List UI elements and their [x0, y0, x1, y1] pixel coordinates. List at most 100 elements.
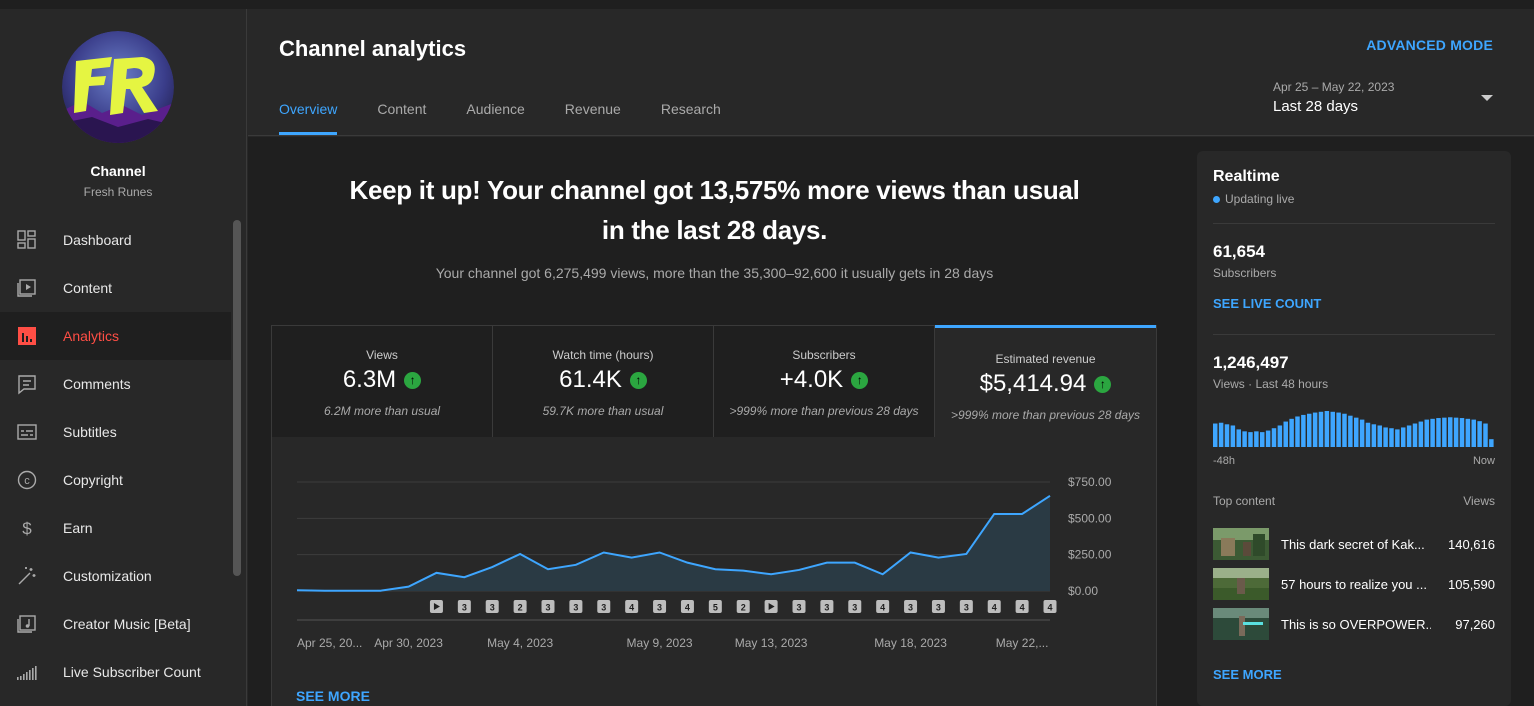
x-tick-label: May 22,...	[996, 636, 1049, 650]
sidebar-item-creator-music[interactable]: Creator Music [Beta]	[0, 600, 231, 648]
divider	[1213, 223, 1495, 224]
sidebar-item-label: Comments	[63, 376, 131, 392]
realtime-bar	[1219, 423, 1223, 447]
sidebar-item-comments[interactable]: Comments	[0, 360, 231, 408]
metric-note: 59.7K more than usual	[493, 404, 713, 418]
area-fill	[297, 496, 1050, 591]
date-range[interactable]: Apr 25 – May 22, 2023	[1273, 80, 1394, 94]
see-live-count-link[interactable]: SEE LIVE COUNT	[1213, 296, 1321, 311]
sidebar-item-label: Dashboard	[63, 232, 132, 248]
metric-views[interactable]: Views 6.3M ↑ 6.2M more than usual	[272, 326, 493, 437]
x-tick-label: Apr 30, 2023	[374, 636, 443, 650]
video-title: This dark secret of Kak...	[1281, 537, 1431, 552]
channel-title: Channel	[0, 163, 236, 179]
analytics-icon	[16, 325, 38, 347]
video-thumbnail	[1213, 528, 1269, 560]
see-more-button[interactable]: SEE MORE	[296, 688, 370, 704]
tab-audience[interactable]: Audience	[466, 101, 524, 135]
marker-count: 4	[685, 603, 690, 613]
date-period-selector[interactable]: Last 28 days	[1273, 98, 1358, 115]
subscriber-label: Subscribers	[1213, 266, 1276, 280]
top-content-row[interactable]: This dark secret of Kak... 140,616	[1213, 528, 1495, 560]
metric-value-row: 61.4K ↑	[493, 366, 713, 394]
realtime-title: Realtime	[1213, 168, 1280, 186]
realtime-bar	[1454, 418, 1458, 447]
signal-icon	[16, 661, 38, 683]
metric-label: Watch time (hours)	[493, 348, 713, 362]
metric-subscribers[interactable]: Subscribers +4.0K ↑ >999% more than previ…	[714, 326, 935, 437]
realtime-bar	[1319, 412, 1323, 447]
dashboard-icon	[16, 229, 38, 251]
sidebar-item-subtitles[interactable]: Subtitles	[0, 408, 231, 456]
video-title: 57 hours to realize you ...	[1281, 577, 1431, 592]
sidebar-item-live-subscriber-count[interactable]: Live Subscriber Count	[0, 648, 231, 696]
advanced-mode-button[interactable]: ADVANCED MODE	[1366, 37, 1493, 53]
realtime-bar	[1442, 418, 1446, 447]
realtime-card: Realtime Updating live 61,654 Subscriber…	[1197, 151, 1511, 706]
marker-count: 3	[936, 603, 941, 613]
sidebar-item-analytics[interactable]: Analytics	[0, 312, 231, 360]
realtime-bar	[1407, 425, 1411, 447]
realtime-bar	[1284, 422, 1288, 447]
realtime-bar	[1466, 419, 1470, 447]
sidebar-scrollbar[interactable]	[233, 220, 241, 576]
video-views: 140,616	[1448, 537, 1495, 552]
views-column-heading: Views	[1463, 494, 1495, 508]
y-tick-label: $250.00	[1068, 548, 1112, 562]
marker-count: 3	[657, 603, 662, 613]
headline-subtext: Your channel got 6,275,499 views, more t…	[248, 265, 1181, 281]
sidebar-item-label: Content	[63, 280, 112, 296]
live-dot-icon	[1213, 196, 1220, 203]
realtime-bar	[1213, 424, 1217, 447]
bar-axis-end: Now	[1473, 455, 1495, 467]
top-content-heading: Top content	[1213, 494, 1275, 508]
marker-count: 3	[908, 603, 913, 613]
realtime-bar	[1477, 421, 1481, 447]
realtime-bar	[1295, 416, 1299, 447]
realtime-bar	[1225, 424, 1229, 447]
realtime-bar-chart[interactable]	[1213, 409, 1495, 447]
svg-text:$: $	[22, 519, 32, 538]
metric-watch-time[interactable]: Watch time (hours) 61.4K ↑ 59.7K more tha…	[493, 326, 714, 437]
realtime-bar	[1272, 428, 1276, 447]
sidebar-item-customization[interactable]: Customization	[0, 552, 231, 600]
sidebar-item-earn[interactable]: $ Earn	[0, 504, 231, 552]
realtime-bar	[1266, 431, 1270, 447]
chevron-down-icon[interactable]	[1481, 95, 1493, 101]
sidebar-item-content[interactable]: Content	[0, 264, 231, 312]
tab-content[interactable]: Content	[377, 101, 426, 135]
y-tick-label: $0.00	[1068, 584, 1098, 598]
metric-note: 6.2M more than usual	[272, 404, 492, 418]
realtime-bar	[1342, 414, 1346, 447]
realtime-bar	[1425, 420, 1429, 447]
arrow-up-icon: ↑	[851, 372, 868, 389]
sidebar-item-label: Copyright	[63, 472, 123, 488]
channel-avatar[interactable]	[62, 31, 174, 143]
tab-research[interactable]: Research	[661, 101, 721, 135]
metric-value: +4.0K	[780, 366, 843, 394]
marker-count: 4	[629, 603, 634, 613]
metric-estimated-revenue[interactable]: Estimated revenue $5,414.94 ↑ >999% more …	[935, 325, 1156, 437]
realtime-bar	[1389, 428, 1393, 447]
y-tick-label: $750.00	[1068, 475, 1112, 489]
see-more-top-content-link[interactable]: SEE MORE	[1213, 667, 1282, 682]
realtime-bar	[1307, 414, 1311, 447]
sidebar-item-dashboard[interactable]: Dashboard	[0, 216, 231, 264]
revenue-chart[interactable]: $750.00 $500.00 $250.00 $0.00 3 3 2 3 3 3 4 3 4 5 2 3 3 3…	[272, 438, 1156, 688]
sidebar-item-copyright[interactable]: c Copyright	[0, 456, 231, 504]
tab-bar: Overview Content Audience Revenue Resear…	[279, 101, 761, 135]
main-content: Keep it up! Your channel got 13,575% mor…	[248, 137, 1181, 706]
top-content-row[interactable]: 57 hours to realize you ... 105,590	[1213, 568, 1495, 600]
metric-note: >999% more than previous 28 days	[935, 408, 1156, 422]
tab-revenue[interactable]: Revenue	[565, 101, 621, 135]
tab-overview[interactable]: Overview	[279, 101, 337, 135]
video-thumbnail	[1213, 568, 1269, 600]
realtime-bar	[1301, 415, 1305, 447]
page-title: Channel analytics	[279, 36, 466, 62]
earn-icon: $	[16, 517, 38, 539]
marker-count: 2	[518, 603, 523, 613]
top-content-row[interactable]: This is so OVERPOWER... 97,260	[1213, 608, 1495, 640]
sidebar: Channel Fresh Runes Dashboard Content An…	[0, 9, 247, 706]
metric-label: Views	[272, 348, 492, 362]
